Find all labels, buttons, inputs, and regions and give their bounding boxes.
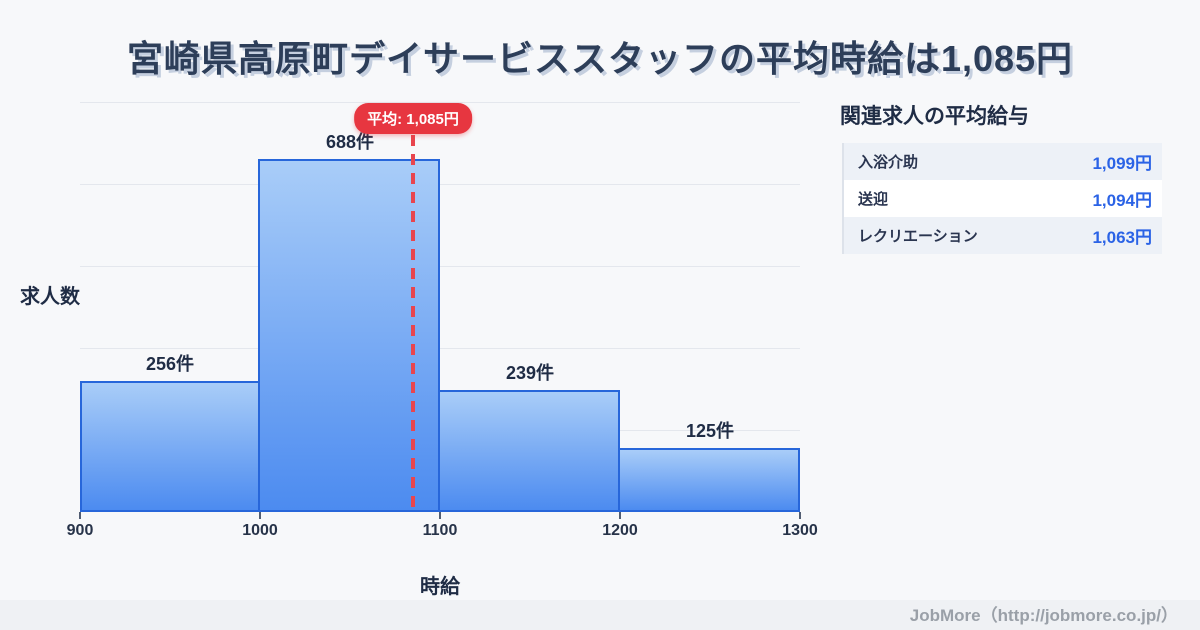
x-tick-label: 1100: [422, 522, 458, 539]
job-type-label: 送迎: [858, 191, 889, 208]
histogram-bar: [80, 381, 260, 512]
gridline: [80, 184, 800, 185]
table-row: レクリエーション 1,063円: [844, 217, 1162, 254]
average-dashed-line: [411, 135, 415, 512]
gridline: [80, 348, 800, 349]
job-wage-value: 1,063円: [1092, 228, 1152, 247]
footer-credit: JobMore（http://jobmore.co.jp/）: [909, 606, 1178, 625]
job-type-label: 入浴介助: [858, 154, 919, 171]
table-row: 入浴介助 1,099円: [844, 143, 1162, 180]
x-axis-tick: [259, 512, 261, 519]
bar-count-label: 688件: [325, 132, 375, 152]
bar-count-label: 239件: [505, 363, 555, 383]
gridline: [80, 102, 800, 103]
bar-count-label: 256件: [145, 354, 195, 374]
job-wage-value: 1,099円: [1092, 154, 1152, 173]
x-tick-label: 1200: [602, 522, 638, 539]
x-axis-tick: [439, 512, 441, 519]
x-axis-tick: [619, 512, 621, 519]
page-title: 宮崎県高原町デイサービススタッフの平均時給は1,085円: [126, 38, 1074, 79]
y-axis-label: 求人数: [20, 286, 80, 308]
footer-band: [0, 600, 1200, 630]
histogram-bar: [618, 448, 800, 512]
table-row: 送迎 1,094円: [844, 180, 1162, 217]
job-type-label: レクリエーション: [858, 228, 978, 245]
bar-count-label: 125件: [685, 421, 735, 441]
histogram-bar: [438, 390, 620, 512]
average-wage-badge: 平均: 1,085円: [354, 103, 472, 134]
x-tick-label: 1000: [242, 522, 278, 539]
x-axis-tick: [79, 512, 81, 519]
x-axis-label: 時給: [420, 576, 460, 598]
related-salary-table: 入浴介助 1,099円 送迎 1,094円 レクリエーション 1,063円: [842, 143, 1162, 254]
x-tick-label: 1300: [782, 522, 818, 539]
job-wage-value: 1,094円: [1092, 191, 1152, 210]
related-jobs-panel-title: 関連求人の平均給与: [840, 105, 1029, 128]
x-axis-tick: [799, 512, 801, 519]
histogram-bar: [258, 159, 440, 512]
x-tick-label: 900: [66, 522, 94, 539]
plot-area: 256件 688件 239件 125件 900 1000 1100 1200 1300: [67, 102, 818, 539]
gridline: [80, 266, 800, 267]
